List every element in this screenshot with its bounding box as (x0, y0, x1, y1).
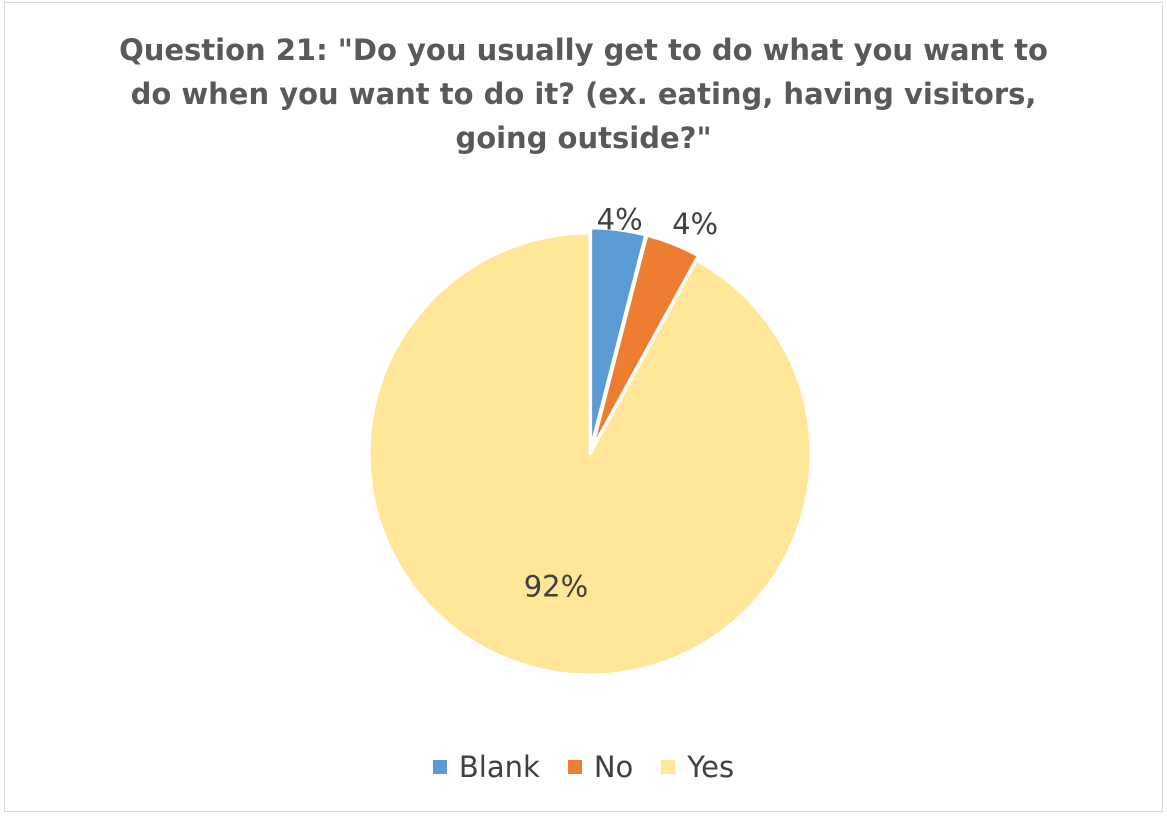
legend-label-no: No (593, 750, 634, 784)
legend-swatch-no (567, 760, 582, 774)
legend-item-blank: Blank (432, 750, 540, 784)
chart-title: Question 21: "Do you usually get to do w… (0, 28, 1167, 160)
data-label-blank: 4% (597, 202, 643, 236)
data-label-no: 4% (672, 207, 718, 241)
legend-label-yes: Yes (687, 750, 735, 784)
legend-swatch-yes (661, 760, 676, 774)
chart-title-line-1: Question 21: "Do you usually get to do w… (119, 33, 1048, 67)
data-label-yes: 92% (524, 570, 588, 604)
legend-item-yes: Yes (661, 750, 734, 784)
pie-slice-no (590, 233, 700, 451)
pie-slice-yes (367, 231, 813, 677)
legend-item-no: No (567, 750, 634, 784)
chart-title-line-3: going outside?" (455, 121, 712, 155)
legend: Blank No Yes (0, 750, 1167, 784)
legend-swatch-blank (432, 760, 447, 774)
chart-title-line-2: do when you want to do it? (ex. eating, … (130, 77, 1037, 111)
legend-label-blank: Blank (458, 750, 540, 784)
